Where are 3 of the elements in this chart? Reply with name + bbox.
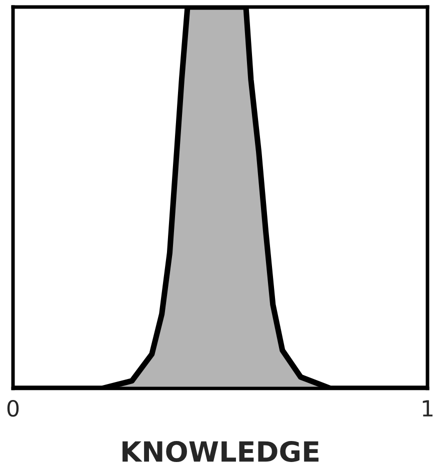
x-axis-title: KNOWLEDGE xyxy=(122,440,318,462)
x-tick-label: 0 xyxy=(7,400,19,417)
x-tick-label: 1 xyxy=(422,400,433,416)
